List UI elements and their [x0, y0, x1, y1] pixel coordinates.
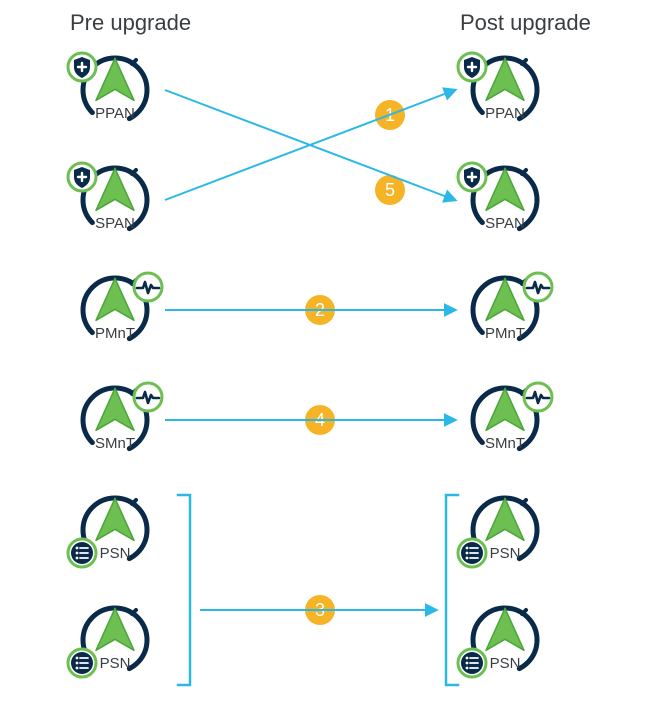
nav-arrow-icon — [94, 497, 136, 550]
list-badge-icon — [456, 537, 488, 569]
node-span: SPAN — [70, 155, 160, 245]
nav-arrow-icon — [94, 387, 136, 440]
node-label: PSN — [100, 655, 131, 672]
node-label: PMnT — [485, 325, 525, 342]
nav-arrow-icon — [94, 607, 136, 660]
nav-arrow-icon — [94, 167, 136, 220]
nav-arrow-icon — [94, 277, 136, 330]
node-smnt: SMnT — [70, 375, 160, 465]
nav-arrow-icon — [484, 167, 526, 220]
node-psn: PSN — [460, 485, 550, 575]
step-badge-4: 4 — [305, 405, 335, 435]
shield-badge-icon — [66, 161, 98, 193]
node-label: SMnT — [95, 435, 135, 452]
pulse-badge-icon — [522, 271, 554, 303]
shield-badge-icon — [456, 51, 488, 83]
nav-arrow-icon — [484, 607, 526, 660]
node-pmnt: PMnT — [70, 265, 160, 355]
nav-arrow-icon — [94, 57, 136, 110]
node-label: PSN — [100, 545, 131, 562]
node-label: SPAN — [95, 215, 135, 232]
node-ppan: PPAN — [460, 45, 550, 135]
node-label: SMnT — [485, 435, 525, 452]
pulse-badge-icon — [132, 381, 164, 413]
pulse-badge-icon — [132, 271, 164, 303]
shield-badge-icon — [456, 161, 488, 193]
node-label: PPAN — [95, 105, 135, 122]
node-label: PMnT — [95, 325, 135, 342]
node-label: SPAN — [485, 215, 525, 232]
list-badge-icon — [66, 647, 98, 679]
nav-arrow-icon — [484, 277, 526, 330]
column-heading: Pre upgrade — [70, 10, 191, 36]
node-psn: PSN — [70, 485, 160, 575]
list-badge-icon — [66, 537, 98, 569]
node-pmnt: PMnT — [460, 265, 550, 355]
node-psn: PSN — [70, 595, 160, 685]
node-label: PPAN — [485, 105, 525, 122]
nav-arrow-icon — [484, 387, 526, 440]
step-badge-2: 2 — [305, 295, 335, 325]
nav-arrow-icon — [484, 497, 526, 550]
pulse-badge-icon — [522, 381, 554, 413]
list-badge-icon — [456, 647, 488, 679]
node-smnt: SMnT — [460, 375, 550, 465]
diagram-stage: Pre upgrade Post upgrade PPAN SPAN PMnT SMnT P… — [0, 0, 650, 719]
node-label: PSN — [490, 545, 521, 562]
step-badge-1: 1 — [375, 100, 405, 130]
step-badge-5: 5 — [375, 175, 405, 205]
node-label: PSN — [490, 655, 521, 672]
step-badge-3: 3 — [305, 595, 335, 625]
node-span: SPAN — [460, 155, 550, 245]
node-ppan: PPAN — [70, 45, 160, 135]
nav-arrow-icon — [484, 57, 526, 110]
shield-badge-icon — [66, 51, 98, 83]
column-heading: Post upgrade — [460, 10, 591, 36]
node-psn: PSN — [460, 595, 550, 685]
